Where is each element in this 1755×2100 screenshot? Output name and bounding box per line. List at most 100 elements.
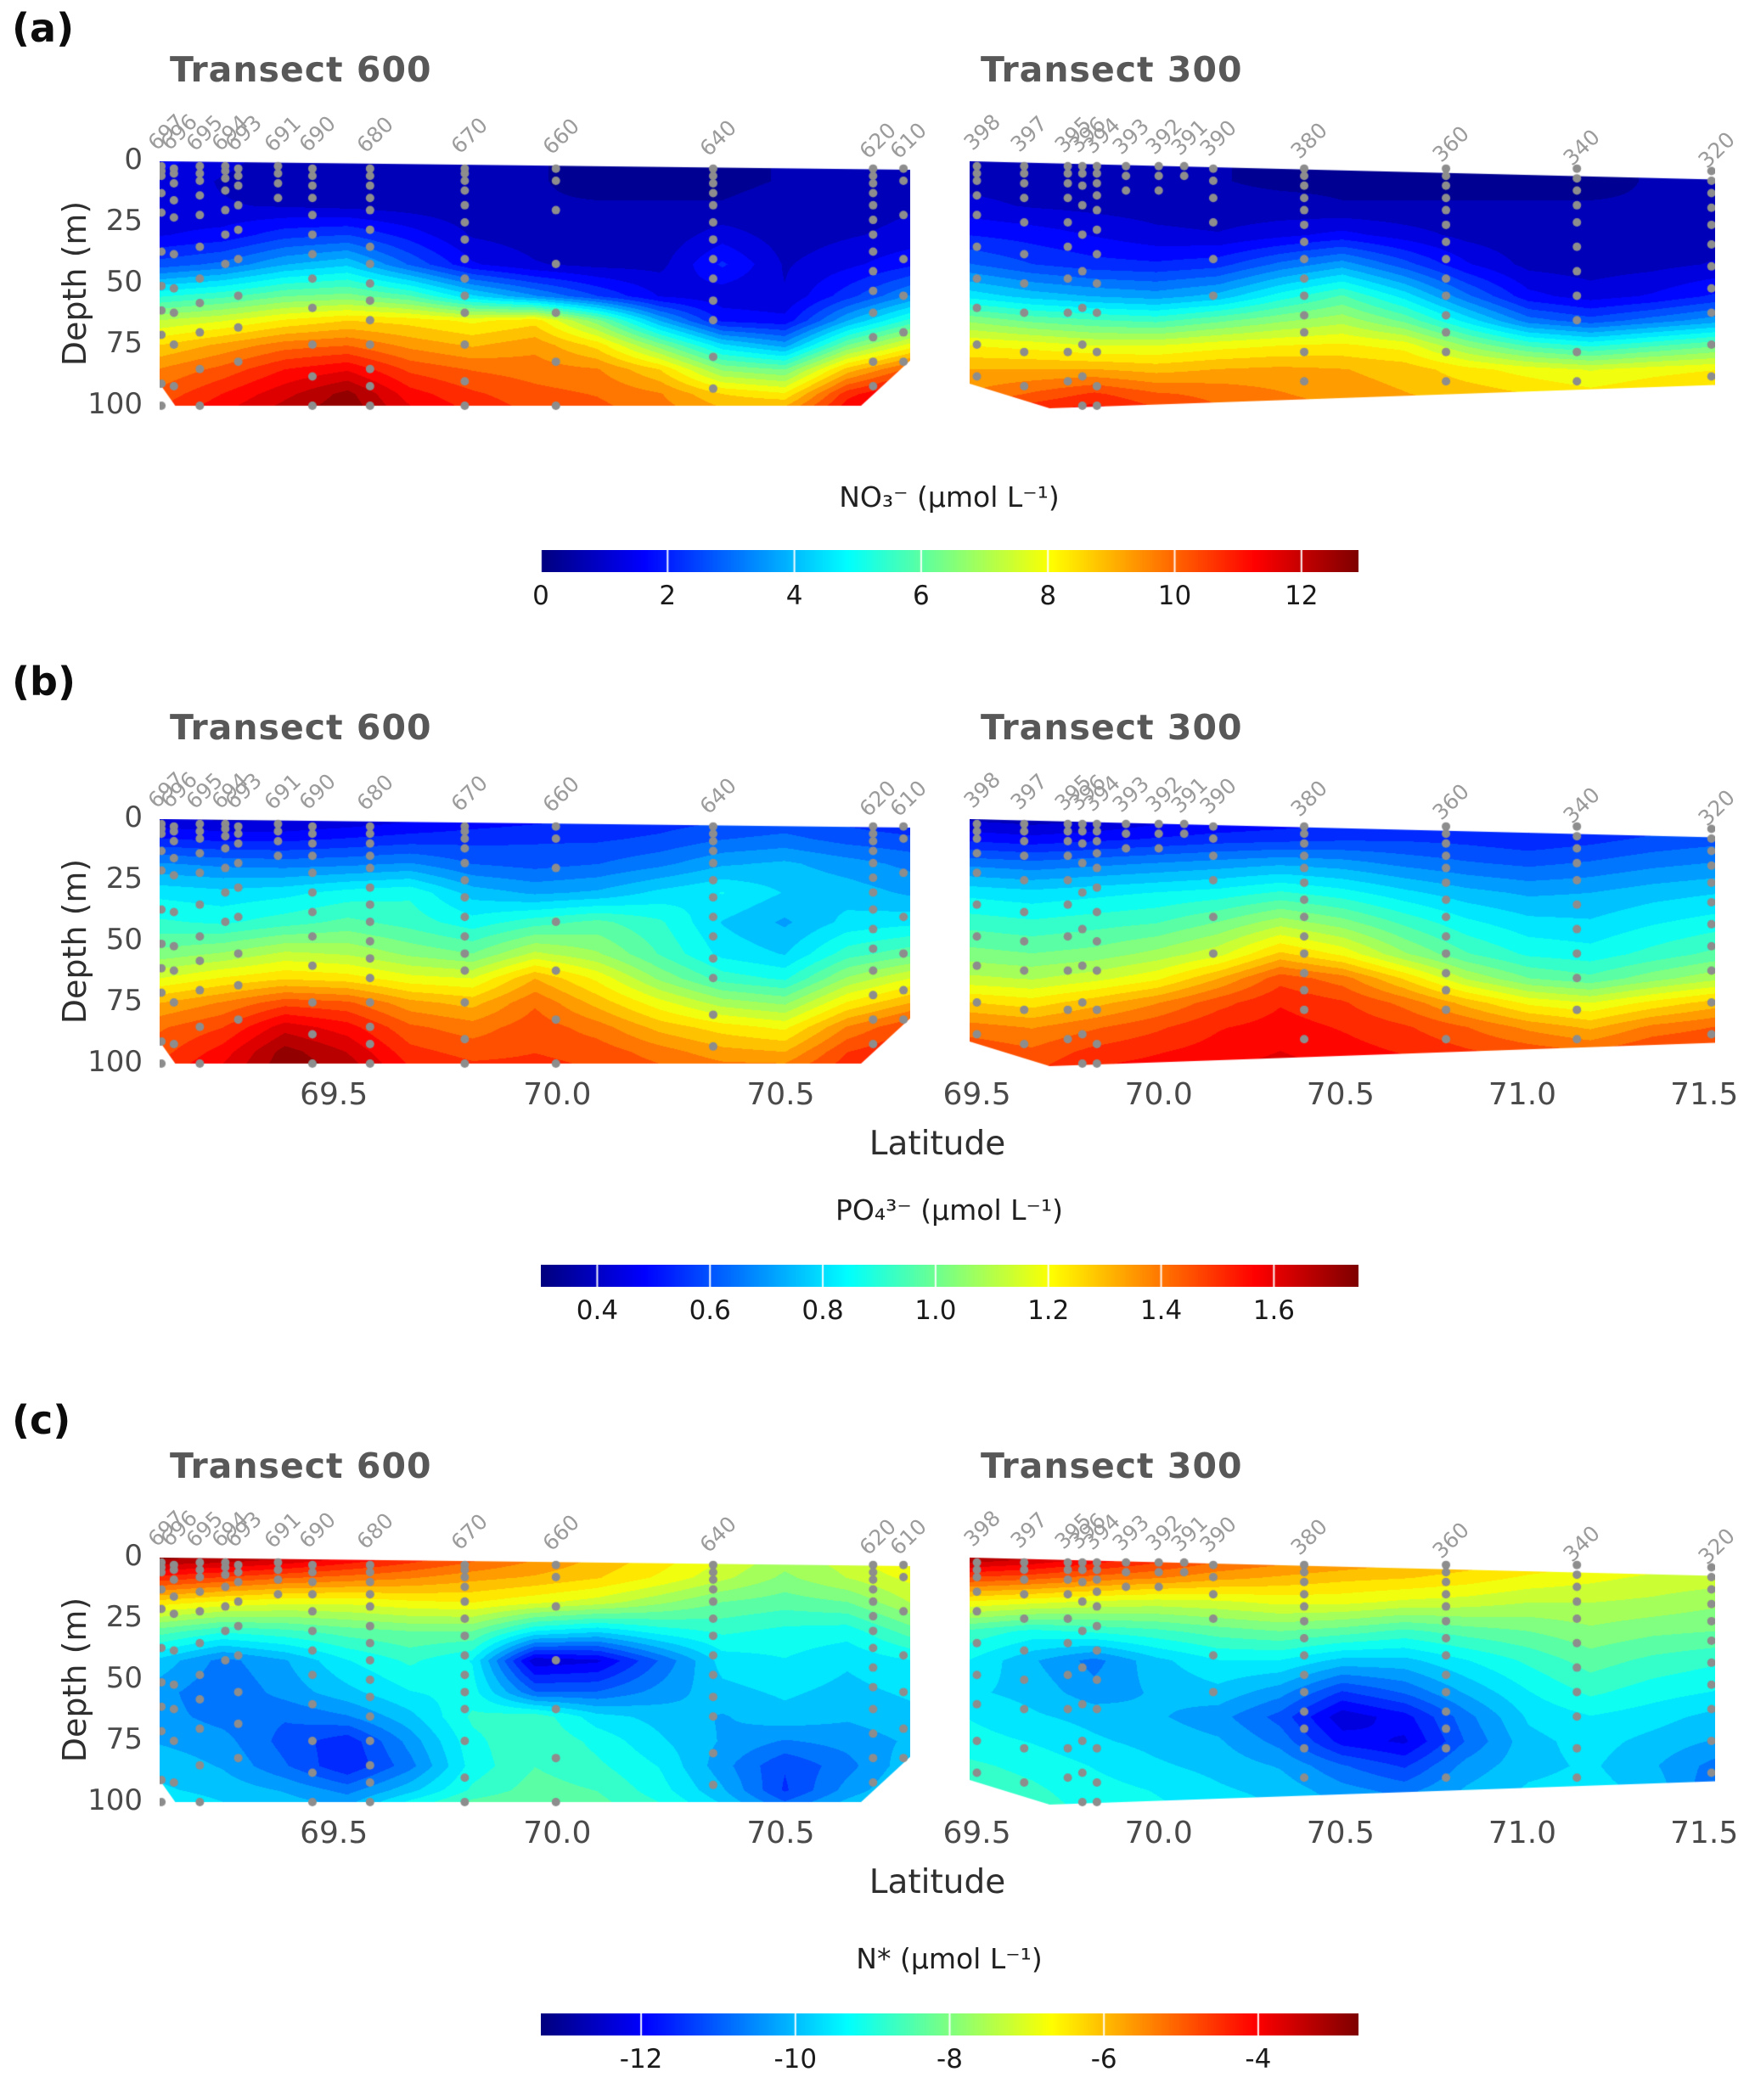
colorbar-tick-b-1.4: 1.4 [1139, 1295, 1183, 1326]
lat-tick-c-70.5: 70.5 [746, 1816, 815, 1850]
station-label-670: 670 [446, 1508, 493, 1555]
depth-tick-c-100: 100 [87, 1783, 143, 1817]
lat-tick-b-71.5: 71.5 [1670, 1077, 1739, 1112]
station-label-660: 660 [537, 1510, 584, 1557]
panel-label-b: (b) [12, 659, 76, 705]
colorbar-tick-a-4: 4 [785, 581, 803, 611]
station-label-670: 670 [446, 770, 493, 817]
station-label-610: 610 [885, 117, 932, 164]
station-label-660: 660 [537, 114, 584, 160]
lat-tick-c-69.5: 69.5 [300, 1816, 368, 1850]
colorbar-tick-c--8: -8 [937, 2044, 963, 2075]
station-label-398: 398 [959, 766, 1005, 813]
station-label-397: 397 [1005, 110, 1053, 157]
colorbar-tick-b-1.0: 1.0 [914, 1295, 957, 1326]
station-label-660: 660 [537, 772, 584, 818]
station-label-397: 397 [1005, 768, 1053, 815]
contour-plot-a-300 [970, 161, 1715, 416]
lat-tick-b-70.0: 70.0 [523, 1077, 592, 1112]
lat-tick-b-71.0: 71.0 [1488, 1077, 1557, 1112]
colorbar-tick-b-0.4: 0.4 [576, 1295, 619, 1326]
lat-tick-c-71.0: 71.0 [1488, 1816, 1557, 1850]
lat-tick-b-70.5: 70.5 [1306, 1077, 1375, 1112]
colorbar-b [541, 1265, 1358, 1287]
colorbar-tick-b-1.2: 1.2 [1027, 1295, 1070, 1326]
station-label-380: 380 [1285, 775, 1333, 822]
colorbar-c [541, 2013, 1358, 2035]
depth-tick-a-25: 25 [105, 204, 143, 238]
colorbar-tick-c--4: -4 [1245, 2044, 1272, 2075]
latitude-axis-label-c: Latitude [869, 1863, 1006, 1901]
lat-tick-c-71.5: 71.5 [1670, 1816, 1739, 1850]
station-label-680: 680 [352, 769, 398, 816]
lat-tick-b-70.5: 70.5 [746, 1077, 815, 1112]
lat-tick-c-70.5: 70.5 [1306, 1816, 1375, 1850]
title-transect600-b: Transect 600 [170, 707, 432, 748]
contour-plot-b-600 [160, 819, 910, 1074]
contour-plot-c-300 [970, 1558, 1715, 1812]
station-label-690: 690 [294, 110, 340, 157]
colorbar-title-nstar: N* (µmol L⁻¹) [856, 1942, 1043, 1975]
station-label-380: 380 [1285, 1513, 1333, 1560]
station-label-360: 360 [1427, 1517, 1475, 1564]
colorbar-tick-b-0.6: 0.6 [689, 1295, 731, 1326]
depth-tick-a-100: 100 [87, 387, 143, 421]
station-label-610: 610 [885, 775, 932, 822]
station-label-640: 640 [695, 1512, 741, 1558]
station-label-360: 360 [1427, 778, 1475, 825]
title-transect600-a: Transect 600 [170, 49, 432, 90]
colorbar-tick-b-1.6: 1.6 [1252, 1295, 1296, 1326]
contour-plot-a-600 [160, 161, 910, 416]
depth-tick-c-75: 75 [105, 1722, 143, 1756]
station-label-380: 380 [1285, 117, 1333, 164]
station-label-680: 680 [352, 1508, 398, 1554]
depth-tick-b-75: 75 [105, 984, 143, 1018]
contour-plot-b-300 [970, 819, 1715, 1074]
depth-tick-c-0: 0 [124, 1539, 143, 1573]
lat-tick-c-69.5: 69.5 [942, 1816, 1011, 1850]
station-label-610: 610 [885, 1513, 932, 1560]
panel-label-a: (a) [12, 5, 75, 51]
contour-plot-c-600 [160, 1558, 910, 1812]
colorbar-tick-a-10: 10 [1157, 581, 1192, 611]
depth-tick-b-50: 50 [105, 923, 143, 957]
colorbar-tick-a-8: 8 [1039, 581, 1057, 611]
colorbar-tick-a-2: 2 [659, 581, 677, 611]
colorbar-title-no3: NO₃⁻ (µmol L⁻¹) [839, 480, 1060, 514]
depth-tick-a-50: 50 [105, 265, 143, 299]
depth-tick-c-50: 50 [105, 1661, 143, 1695]
lat-tick-b-69.5: 69.5 [942, 1077, 1011, 1112]
depth-tick-b-100: 100 [87, 1045, 143, 1079]
station-label-640: 640 [695, 115, 741, 162]
colorbar-tick-a-12: 12 [1285, 581, 1319, 611]
station-label-690: 690 [294, 1507, 340, 1553]
colorbar-tick-c--10: -10 [773, 2044, 818, 2075]
title-transect300-b: Transect 300 [981, 707, 1243, 748]
colorbar-title-po4: PO₄³⁻ (µmol L⁻¹) [835, 1193, 1064, 1227]
colorbar-tick-b-0.8: 0.8 [802, 1295, 844, 1326]
station-label-398: 398 [959, 109, 1005, 155]
title-transect300-c: Transect 300 [981, 1446, 1243, 1486]
station-label-360: 360 [1427, 121, 1475, 167]
colorbar-tick-a-6: 6 [913, 581, 930, 611]
station-label-640: 640 [695, 773, 741, 820]
station-label-680: 680 [352, 111, 398, 158]
lat-tick-c-70.0: 70.0 [1124, 1816, 1193, 1850]
station-label-670: 670 [446, 112, 493, 159]
station-label-690: 690 [294, 768, 340, 815]
colorbar-a [541, 550, 1358, 572]
lat-tick-b-70.0: 70.0 [1124, 1077, 1193, 1112]
title-transect300-a: Transect 300 [981, 49, 1243, 90]
depth-tick-a-75: 75 [105, 326, 143, 360]
panel-label-c: (c) [12, 1397, 71, 1443]
depth-tick-b-25: 25 [105, 862, 143, 896]
lat-tick-c-70.0: 70.0 [523, 1816, 592, 1850]
depth-tick-b-0: 0 [124, 800, 143, 834]
lat-tick-b-69.5: 69.5 [300, 1077, 368, 1112]
colorbar-tick-c--6: -6 [1090, 2044, 1117, 2075]
latitude-axis-label-b: Latitude [869, 1125, 1006, 1163]
colorbar-tick-c--12: -12 [619, 2044, 663, 2075]
colorbar-tick-a-0: 0 [532, 581, 549, 611]
depth-tick-c-25: 25 [105, 1600, 143, 1634]
